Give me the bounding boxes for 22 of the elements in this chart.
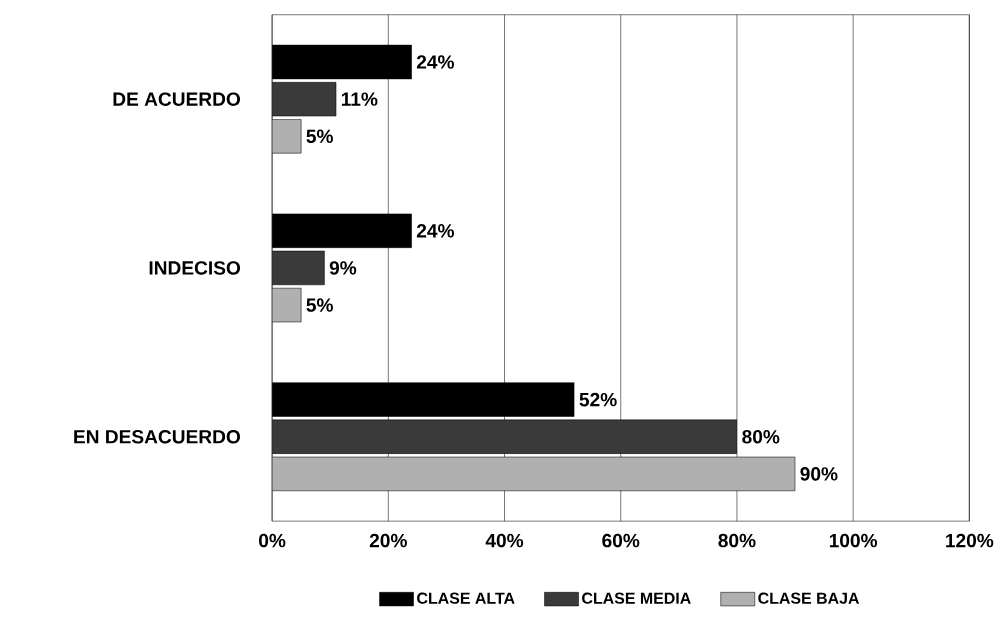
x-tick-label: 60% (602, 533, 640, 548)
data-label: 52% (579, 392, 617, 407)
x-tick-label: 120% (946, 533, 994, 548)
x-tick-label: 0% (259, 533, 286, 548)
y-tick-label: DE ACUERDO (113, 92, 241, 106)
data-label: 90% (800, 467, 838, 481)
legend-label: CLASE MEDIA (582, 592, 691, 604)
data-label: 5% (306, 129, 333, 144)
data-label: 80% (742, 430, 780, 444)
data-label: 24% (416, 55, 455, 69)
y-tick-label: INDECISO (149, 261, 241, 275)
data-label: 9% (329, 261, 357, 275)
x-tick-label: 20% (369, 533, 407, 548)
data-label: 24% (416, 224, 455, 238)
data-label: 5% (306, 298, 333, 312)
legend-label: CLASE BAJA (758, 592, 860, 604)
y-tick-label: EN DESACUERDO (74, 430, 241, 444)
x-tick-label: 80% (718, 533, 756, 548)
data-label: 11% (341, 92, 378, 106)
legend-label: CLASE ALTA (417, 592, 515, 604)
x-tick-label: 100% (829, 533, 878, 548)
x-tick-label: 40% (485, 533, 524, 548)
